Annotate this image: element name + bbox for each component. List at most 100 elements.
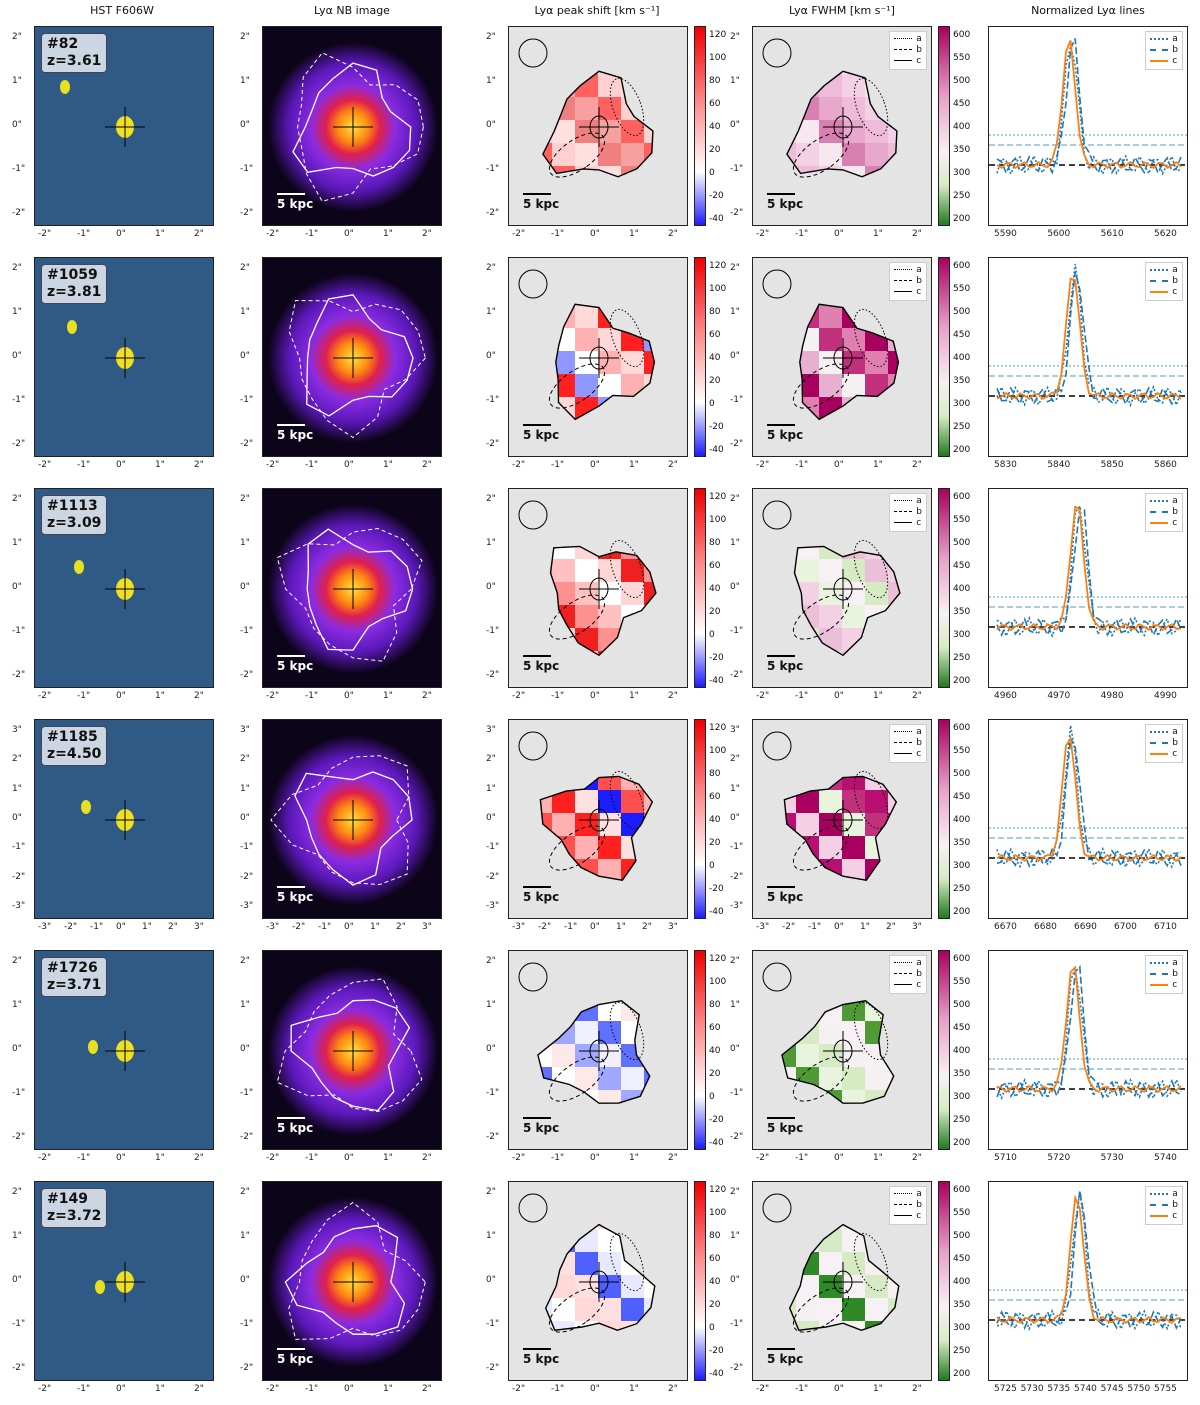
map-pixel	[865, 1113, 888, 1136]
x-tick-label: -3"	[512, 922, 526, 932]
map-pixel	[842, 813, 865, 836]
map-pixel	[667, 790, 688, 813]
map-pixel	[529, 305, 552, 328]
legend-entry: c	[1150, 287, 1178, 298]
colorbar-tick-label: 250	[953, 1115, 971, 1125]
map-pixel	[575, 1021, 598, 1044]
y-tick-label: -1"	[486, 842, 500, 853]
map-pixel	[667, 97, 688, 120]
map-pixel	[819, 143, 842, 166]
map-pixel	[575, 559, 598, 582]
x-tick-label: 1"	[629, 1153, 639, 1163]
region-c-outline	[537, 999, 651, 1104]
map-pixel	[773, 397, 796, 420]
lya-fwhm-map-panel: 5 kpc a b c	[752, 257, 932, 457]
map-pixel	[786, 71, 796, 74]
map-pixel	[598, 582, 621, 605]
map-pixel	[911, 1298, 932, 1321]
map-pixel	[667, 74, 688, 97]
map-pixel	[842, 143, 865, 166]
map-pixel	[865, 513, 888, 536]
lya-fwhm-map-colorbar	[938, 1181, 950, 1381]
y-tick-label: -2"	[240, 1363, 254, 1373]
legend-label: c	[1172, 1211, 1178, 1221]
x-tick-label: 0"	[590, 922, 600, 932]
x-tick-label: 1"	[383, 1153, 393, 1163]
map-pixel	[542, 166, 552, 177]
colorbar-tick-label: 20	[709, 1300, 721, 1310]
wavelength-tick-label: 5860	[1154, 460, 1177, 470]
map-pixel	[667, 420, 688, 443]
map-pixel	[842, 1229, 865, 1252]
spectrum-line-b	[996, 735, 1182, 868]
neighbor-blob	[74, 560, 84, 574]
map-pixel	[911, 328, 932, 351]
map-pixel	[865, 628, 888, 651]
map-pixel	[773, 282, 796, 305]
x-tick-label: 0"	[590, 460, 600, 470]
map-pixel	[796, 71, 819, 74]
hst-image-panel: #82 z=3.61	[34, 26, 214, 226]
region-a-ellipse	[853, 77, 889, 137]
colorbar-tick-label: -40	[709, 445, 724, 455]
colorbar-tick-label: 100	[709, 53, 727, 63]
map-pixel	[865, 1044, 888, 1067]
y-tick-label: 1"	[240, 1231, 250, 1241]
map-pixel	[865, 374, 888, 397]
map-pixel	[781, 1021, 796, 1044]
colorbar-tick-label: 300	[953, 1092, 971, 1102]
region-c-outline	[542, 70, 654, 178]
spectrum-line-c	[996, 505, 1182, 632]
x-tick-label: 1"	[629, 1384, 639, 1394]
map-pixel	[552, 1044, 575, 1067]
map-pixel	[911, 1067, 932, 1090]
map-pixel	[799, 305, 819, 328]
map-pixel	[575, 74, 598, 97]
region-a-ellipse	[609, 77, 645, 137]
x-tick-label: 1"	[873, 691, 883, 701]
scale-bar-label: 5 kpc	[767, 890, 804, 904]
column-title: Lyα peak shift [km s⁻¹]	[534, 4, 660, 17]
colorbar-tick-label: -20	[709, 422, 724, 432]
map-pixel	[598, 559, 621, 582]
column-title: Lyα FWHM [km s⁻¹]	[789, 4, 895, 17]
contour-solid	[292, 62, 412, 177]
x-tick-label: -1"	[77, 229, 91, 239]
lya-peak-shift-map-colorbar	[694, 488, 706, 688]
legend-label: c	[1172, 980, 1178, 990]
map-pixel	[865, 559, 888, 582]
contour-solid	[284, 1225, 406, 1335]
map-pixel	[819, 1298, 842, 1321]
map-pixel	[598, 1000, 621, 1021]
map-pixel	[644, 1275, 655, 1298]
map-pixel	[598, 71, 621, 74]
legend-label: c	[1172, 749, 1178, 759]
x-tick-label: -1"	[564, 922, 578, 932]
map-pixel	[667, 1275, 688, 1298]
map-pixel	[575, 305, 598, 328]
x-tick-label: -1"	[795, 691, 809, 701]
object-id-label: #1726 z=3.71	[41, 957, 108, 997]
legend-label: b	[1172, 45, 1178, 55]
map-pixel	[575, 1113, 598, 1136]
legend-label: c	[1172, 518, 1178, 528]
colorbar-tick-label: 40	[709, 353, 721, 363]
colorbar-tick-label: 100	[709, 515, 727, 525]
wavelength-tick-label: 5720	[1047, 1153, 1071, 1163]
x-tick-label: 0"	[116, 1153, 126, 1163]
map-pixel	[842, 1275, 865, 1298]
map-pixel	[529, 397, 552, 420]
map-pixel	[888, 1275, 899, 1298]
map-pixel	[842, 1344, 865, 1367]
map-pixel	[911, 305, 932, 328]
x-tick-label: -2"	[64, 922, 78, 932]
map-pixel	[575, 351, 598, 374]
y-tick-label: 1"	[486, 76, 496, 86]
colorbar-tick-label: 60	[709, 330, 721, 340]
map-pixel	[598, 605, 621, 628]
colorbar-tick-label: 600	[953, 492, 971, 502]
wavelength-tick-label: 5755	[1154, 1384, 1177, 1394]
map-pixel	[575, 582, 598, 605]
y-tick-label: -1"	[12, 1319, 26, 1329]
